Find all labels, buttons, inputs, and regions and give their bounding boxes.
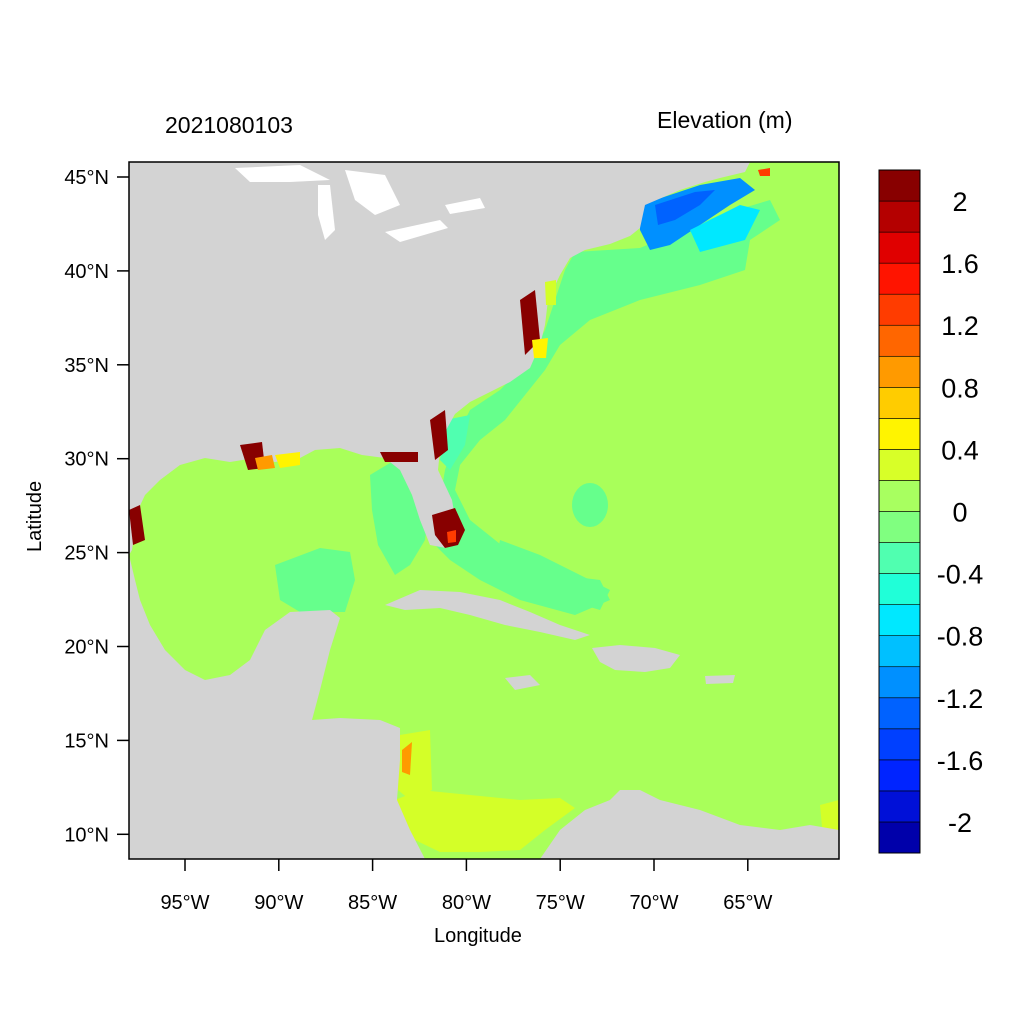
colorbar-swatch	[878, 604, 921, 636]
colorbar-swatch	[878, 542, 921, 574]
bahamas-bank	[495, 540, 610, 610]
colorbar-swatch	[878, 262, 921, 295]
colorbar-label: -1.2	[937, 684, 984, 714]
carolina-high	[532, 338, 548, 358]
lon-tick-label: 65°W	[723, 892, 772, 914]
lat-tick-label: 10°N	[64, 824, 109, 846]
lon-tick-label: 85°W	[348, 892, 397, 914]
colorbar-swatch	[878, 449, 921, 481]
colorbar-label: 0.8	[941, 373, 979, 403]
colorbar-swatch	[878, 511, 921, 543]
atlantic-eddy	[572, 483, 608, 527]
atlantic-shelf	[430, 200, 780, 615]
colorbar-label: 0.4	[941, 435, 979, 465]
gulf-of-maine-core	[655, 190, 715, 225]
map-frame	[128, 161, 840, 860]
colorbar-swatch	[878, 387, 921, 419]
colorbar-swatch	[878, 480, 921, 512]
carolina-surge	[520, 290, 540, 355]
mexico-land	[129, 555, 425, 859]
date-title: 2021080103	[165, 112, 293, 138]
lon-tick-label: 90°W	[254, 892, 303, 914]
lat-tick-label: 40°N	[64, 261, 109, 283]
georgia-surge	[430, 410, 448, 460]
lake-ontario	[445, 198, 485, 214]
lat-tick-label: 45°N	[64, 167, 109, 189]
lake-huron	[345, 170, 400, 215]
south-america-land	[540, 790, 839, 859]
colorbar-label: 1.2	[941, 311, 979, 341]
colorbar-swatch	[878, 573, 921, 605]
jamaica-land	[505, 675, 540, 690]
map-area	[129, 162, 839, 859]
colorbar-label: 2	[952, 187, 967, 217]
lon-tick-label: 80°W	[442, 892, 491, 914]
colorbar-label: -0.4	[937, 560, 984, 590]
caribbean-south-high	[395, 790, 575, 852]
lat-tick-label: 30°N	[64, 449, 109, 471]
lake-erie	[385, 220, 448, 242]
gulf-of-maine-edge	[690, 205, 760, 252]
colorbar-swatch	[878, 790, 921, 823]
latitude-ticks: 45°N 40°N 35°N 30°N 25°N 20°N 15°N 10°N	[64, 167, 129, 846]
colorbar-swatch	[878, 418, 921, 450]
colorbar-labels: -2 -1.6 -1.2 -0.8 -0.4 0 0.4 0.8 1.2 1.6 2	[937, 187, 984, 838]
longitude-ticks: 95°W 90°W 85°W 80°W 75°W 70°W 65°W	[160, 859, 772, 914]
colorbar-label: -2	[948, 808, 972, 838]
louisiana-shelf-high	[275, 452, 300, 468]
colorbar-swatch	[878, 231, 921, 264]
nicaragua-coast-peak	[402, 742, 412, 775]
variable-title: Elevation (m)	[657, 107, 793, 133]
hispaniola-land	[592, 645, 680, 672]
colorbar-swatch	[878, 728, 921, 761]
colorbar-label: 1.6	[941, 249, 979, 279]
colorbar-label: -0.8	[937, 622, 984, 652]
lon-tick-label: 75°W	[536, 892, 585, 914]
gulf-stream-band	[440, 415, 470, 470]
colorbar-swatch	[878, 169, 921, 202]
chesapeake-high	[545, 280, 556, 305]
florida-southwest-surge	[432, 508, 465, 548]
lon-tick-label: 70°W	[629, 892, 678, 914]
louisiana-surge-peak	[255, 455, 275, 470]
gulf-west-shelf	[275, 548, 355, 612]
colorbar-swatch	[878, 666, 921, 699]
colorbar-swatch	[878, 821, 921, 854]
lake-superior	[235, 165, 330, 182]
colorbar-swatch	[878, 324, 921, 357]
lat-tick-label: 25°N	[64, 543, 109, 565]
lake-michigan	[318, 185, 335, 240]
florida-surge-peak	[447, 530, 456, 543]
colorbar-swatch	[878, 635, 921, 668]
colorbar-label: -1.6	[937, 746, 984, 776]
gulf-of-maine-low	[640, 178, 755, 250]
texas-surge	[129, 505, 145, 545]
colorbar-swatch	[878, 697, 921, 730]
lat-tick-label: 20°N	[64, 637, 109, 659]
colorbar-frame	[878, 169, 921, 854]
lat-tick-label: 15°N	[64, 730, 109, 752]
colorbar-swatch	[878, 293, 921, 326]
colorbar	[878, 169, 921, 854]
puerto-rico-land	[705, 675, 735, 684]
colorbar-swatch	[878, 355, 921, 388]
x-axis-label: Longitude	[434, 925, 522, 947]
lat-tick-label: 35°N	[64, 355, 109, 377]
big-bend-surge	[380, 452, 418, 462]
colorbar-swatch	[878, 200, 921, 233]
lon-tick-label: 95°W	[160, 892, 209, 914]
colorbar-swatch	[878, 759, 921, 792]
maine-surge	[758, 168, 770, 176]
cuba-land	[385, 590, 590, 640]
colorbar-label: 0	[952, 498, 967, 528]
